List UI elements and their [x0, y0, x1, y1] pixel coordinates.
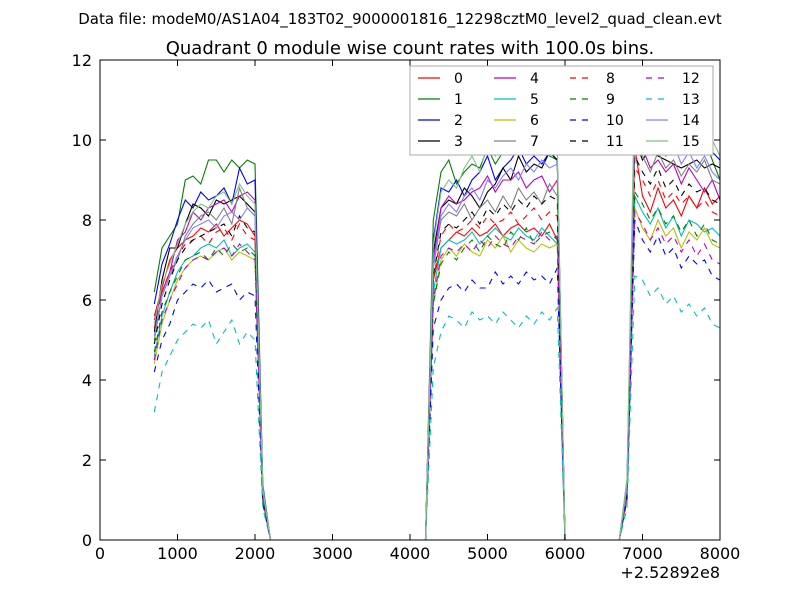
data-file-label: Data file: modeM0/AS1A04_183T02_90000018… [78, 10, 722, 29]
x-tick-label: 4000 [390, 544, 431, 563]
legend-label-14: 14 [682, 113, 700, 129]
y-tick-label: 6 [82, 291, 92, 310]
legend-label-0: 0 [454, 71, 463, 87]
x-tick-label: 7000 [622, 544, 663, 563]
x-tick-label: 6000 [545, 544, 586, 563]
legend-label-5: 5 [530, 92, 539, 108]
x-offset-label: +2.52892e8 [620, 563, 720, 582]
y-tick-label: 12 [72, 51, 92, 70]
legend-label-8: 8 [606, 71, 615, 87]
y-tick-label: 4 [82, 371, 92, 390]
series-line-6 [153, 207, 721, 541]
x-tick-label: 8000 [700, 544, 741, 563]
series-line-5 [153, 195, 721, 541]
y-tick-label: 8 [82, 211, 92, 230]
legend-label-11: 11 [606, 134, 624, 150]
x-tick-label: 1000 [157, 544, 198, 563]
legend-label-9: 9 [606, 92, 615, 108]
legend-label-6: 6 [530, 113, 539, 129]
legend-label-1: 1 [454, 92, 463, 108]
x-tick-label: 2000 [235, 544, 276, 563]
legend-label-4: 4 [530, 71, 539, 87]
axis-ticks: 0 1000 2000 3000 4000 5000 6000 7000 80000246810… [72, 51, 741, 563]
series-line-14 [153, 122, 721, 541]
chart-title: Quadrant 0 module wise count rates with … [166, 38, 655, 59]
legend-label-13: 13 [682, 92, 700, 108]
series-line-15 [153, 75, 721, 541]
y-tick-label: 2 [82, 451, 92, 470]
legend-label-15: 15 [682, 134, 700, 150]
x-tick-label: 5000 [467, 544, 508, 563]
x-tick-label: 0 [95, 544, 105, 563]
y-tick-label: 10 [72, 131, 92, 150]
legend-label-2: 2 [454, 113, 463, 129]
legend-label-12: 12 [682, 71, 700, 87]
y-tick-label: 0 [82, 531, 92, 550]
legend-label-3: 3 [454, 134, 463, 150]
series-line-12 [153, 210, 721, 541]
x-tick-label: 3000 [312, 544, 353, 563]
legend-box [409, 65, 714, 156]
series-lines [153, 75, 721, 541]
legend-label-10: 10 [606, 113, 624, 129]
series-line-13 [153, 275, 721, 541]
series-line-10 [153, 219, 721, 541]
legend-label-7: 7 [530, 134, 539, 150]
